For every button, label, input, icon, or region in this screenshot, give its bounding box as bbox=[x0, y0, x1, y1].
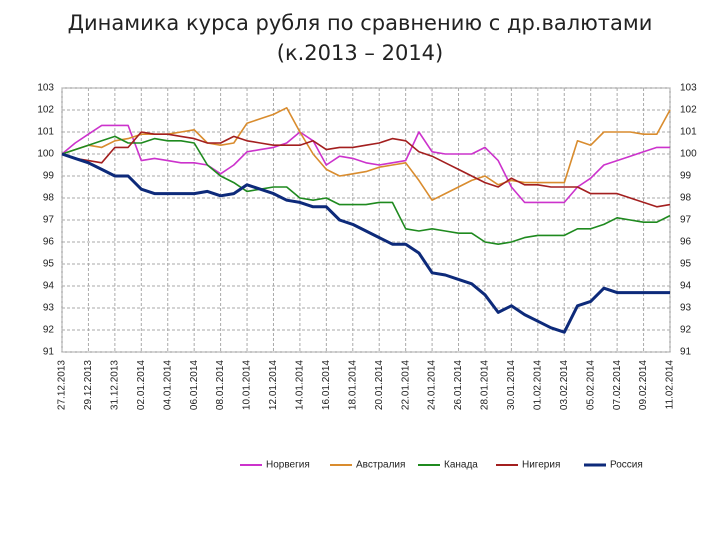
x-tick-label: 29.12.2013 bbox=[83, 360, 94, 410]
y-tick-label: 96 bbox=[43, 237, 55, 248]
y2-tick-label: 97 bbox=[680, 215, 692, 226]
legend-label: Австралия bbox=[356, 460, 405, 471]
y2-tick-label: 103 bbox=[680, 83, 697, 94]
x-tick-label: 07.02.2014 bbox=[612, 360, 623, 410]
chart-title: Динамика курса рубля по сравнению с др.в… bbox=[68, 11, 653, 35]
y-tick-label: 93 bbox=[43, 303, 55, 314]
y2-tick-label: 98 bbox=[680, 193, 692, 204]
y2-tick-label: 99 bbox=[680, 171, 692, 182]
y-tick-label: 97 bbox=[43, 215, 55, 226]
x-tick-label: 01.02.2014 bbox=[532, 360, 543, 410]
y-tick-label: 100 bbox=[37, 149, 54, 160]
legend-label: Норвегия bbox=[266, 460, 310, 471]
series-line bbox=[61, 152, 670, 334]
y2-tick-label: 93 bbox=[680, 303, 692, 314]
x-tick-label: 26.01.2014 bbox=[453, 360, 464, 410]
y2-tick-label: 96 bbox=[680, 237, 692, 248]
y-tick-label: 98 bbox=[43, 193, 55, 204]
x-tick-label: 22.01.2014 bbox=[400, 360, 411, 410]
x-tick-label: 16.01.2014 bbox=[321, 360, 332, 410]
x-tick-label: 30.01.2014 bbox=[506, 360, 517, 410]
x-tick-label: 27.12.2013 bbox=[57, 360, 68, 410]
x-tick-label: 20.01.2014 bbox=[374, 360, 385, 410]
x-tick-label: 12.01.2014 bbox=[268, 360, 279, 410]
legend-label: Канада bbox=[444, 460, 478, 471]
x-tick-label: 05.02.2014 bbox=[585, 360, 596, 410]
y2-tick-label: 95 bbox=[680, 259, 692, 270]
x-tick-label: 08.01.2014 bbox=[215, 360, 226, 410]
y-tick-label: 101 bbox=[37, 127, 54, 138]
y-tick-label: 94 bbox=[43, 281, 55, 292]
y2-tick-label: 102 bbox=[680, 105, 697, 116]
series-line bbox=[61, 124, 670, 204]
y2-tick-label: 91 bbox=[680, 347, 692, 358]
legend-label: Нигерия bbox=[522, 460, 560, 471]
x-tick-label: 04.01.2014 bbox=[162, 360, 173, 410]
x-tick-label: 18.01.2014 bbox=[347, 360, 358, 410]
series-line bbox=[61, 135, 671, 245]
y2-tick-label: 100 bbox=[680, 149, 697, 160]
series-line bbox=[61, 131, 671, 208]
x-tick-label: 02.01.2014 bbox=[136, 360, 147, 410]
x-tick-label: 11.02.2014 bbox=[665, 360, 676, 410]
y-tick-label: 99 bbox=[43, 171, 55, 182]
x-tick-label: 10.01.2014 bbox=[242, 360, 253, 410]
x-tick-label: 14.01.2014 bbox=[295, 360, 306, 410]
x-tick-label: 06.01.2014 bbox=[189, 360, 200, 410]
legend-label: Россия bbox=[610, 460, 643, 471]
chart-subtitle: (к.2013 – 2014) bbox=[277, 41, 443, 65]
x-tick-label: 24.01.2014 bbox=[427, 360, 438, 410]
x-tick-label: 03.02.2014 bbox=[559, 360, 570, 410]
y2-tick-label: 94 bbox=[680, 281, 692, 292]
y2-tick-label: 101 bbox=[680, 127, 697, 138]
y-tick-label: 95 bbox=[43, 259, 55, 270]
x-tick-label: 09.02.2014 bbox=[638, 360, 649, 410]
y-tick-label: 102 bbox=[37, 105, 54, 116]
x-tick-label: 31.12.2013 bbox=[110, 360, 121, 410]
y-tick-label: 103 bbox=[37, 83, 54, 94]
x-tick-label: 28.01.2014 bbox=[480, 360, 491, 410]
y-tick-label: 92 bbox=[43, 325, 55, 336]
y-tick-label: 91 bbox=[43, 347, 55, 358]
y2-tick-label: 92 bbox=[680, 325, 692, 336]
